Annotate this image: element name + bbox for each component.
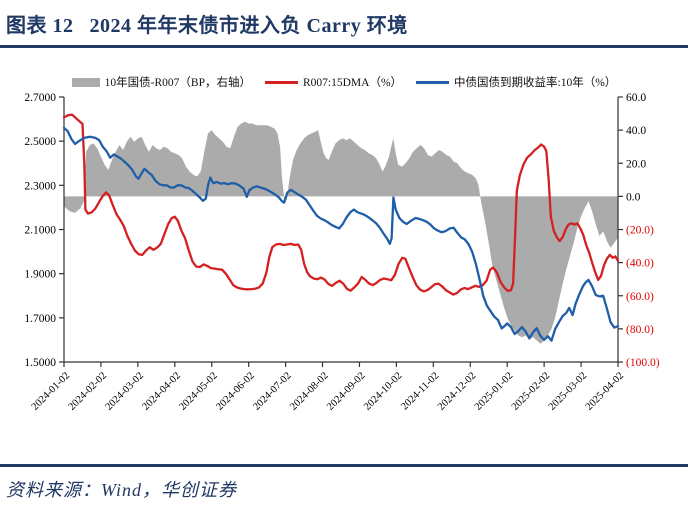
- legend-item-yield: 中债国债到期收益率:10年（%）: [416, 74, 616, 90]
- svg-text:(60.0): (60.0): [626, 291, 654, 303]
- svg-text:2024-06-02: 2024-06-02: [214, 370, 256, 412]
- svg-text:2024-02-02: 2024-02-02: [67, 370, 109, 412]
- svg-text:40.0: 40.0: [626, 125, 646, 137]
- svg-text:2025-04-02: 2025-04-02: [584, 370, 626, 412]
- svg-text:2024-03-02: 2024-03-02: [104, 370, 146, 412]
- svg-text:2024-10-02: 2024-10-02: [362, 370, 404, 412]
- svg-text:(20.0): (20.0): [626, 225, 654, 237]
- svg-text:2.1000: 2.1000: [24, 225, 56, 237]
- legend-item-r007: R007:15DMA（%）: [265, 74, 402, 90]
- data-source-note: 资料来源：Wind，华创证券: [6, 480, 238, 500]
- svg-text:2025-03-02: 2025-03-02: [547, 370, 589, 412]
- svg-text:60.0: 60.0: [626, 92, 646, 104]
- blue-line-swatch-icon: [416, 80, 450, 84]
- figure-title: 图表 12 2024 年年末债市进入负 Carry 环境: [6, 9, 408, 38]
- svg-text:2024-12-02: 2024-12-02: [436, 370, 478, 412]
- svg-text:1.7000: 1.7000: [24, 313, 56, 325]
- svg-text:1.9000: 1.9000: [24, 269, 56, 281]
- footer-rule: [0, 464, 688, 467]
- figure-title-text: 2024 年年末债市进入负 Carry 环境: [89, 15, 408, 37]
- legend-label-yield: 中债国债到期收益率:10年（%）: [454, 77, 617, 89]
- svg-text:2024-08-02: 2024-08-02: [288, 370, 330, 412]
- svg-text:2024-07-02: 2024-07-02: [251, 370, 293, 412]
- svg-text:0.0: 0.0: [626, 191, 641, 203]
- cgb-10y-yield-line-series: [62, 126, 620, 342]
- combo-chart: 2.7000 2.5000 2.3000 2.1000 1.9000 1.7000 1.50…: [24, 92, 660, 413]
- red-line-swatch-icon: [265, 80, 298, 84]
- svg-text:2025-01-02: 2025-01-02: [473, 370, 515, 412]
- svg-text:2025-02-02: 2025-02-02: [510, 370, 552, 412]
- r007-15dma-line-series: [62, 113, 620, 296]
- svg-text:2024-05-02: 2024-05-02: [177, 370, 219, 412]
- svg-text:2024-09-02: 2024-09-02: [325, 370, 367, 412]
- svg-text:2024-04-02: 2024-04-02: [140, 370, 182, 412]
- svg-text:1.5000: 1.5000: [24, 357, 56, 369]
- svg-text:(40.0): (40.0): [626, 258, 654, 270]
- svg-text:2024-11-02: 2024-11-02: [399, 370, 441, 412]
- legend-label-spread: 10年国债-R007（BP，右轴）: [104, 77, 251, 89]
- svg-text:2024-01-02: 2024-01-02: [30, 370, 72, 412]
- spread-area-series: [64, 121, 618, 344]
- chart-legend: 10年国债-R007（BP，右轴） R007:15DMA（%） 中债国债到期收益…: [0, 74, 688, 90]
- svg-text:(100.0): (100.0): [626, 357, 660, 369]
- svg-text:2.5000: 2.5000: [24, 136, 56, 148]
- svg-text:2.7000: 2.7000: [24, 92, 56, 104]
- svg-text:2.3000: 2.3000: [24, 180, 56, 192]
- title-underline: [0, 45, 688, 48]
- figure-number: 图表 12: [6, 15, 74, 37]
- legend-item-spread: 10年国债-R007（BP，右轴）: [71, 74, 251, 90]
- svg-text:20.0: 20.0: [626, 158, 646, 170]
- gray-area-swatch-icon: [71, 77, 100, 87]
- svg-text:(80.0): (80.0): [626, 324, 654, 336]
- legend-label-r007: R007:15DMA（%）: [303, 77, 403, 89]
